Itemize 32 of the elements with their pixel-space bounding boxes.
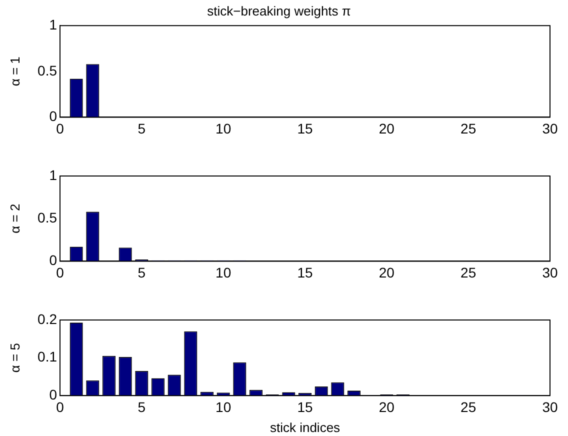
x-tick-label: 10 bbox=[216, 264, 232, 280]
x-tick-label: 20 bbox=[378, 264, 395, 280]
y-axis-title: α = 1 bbox=[7, 56, 22, 86]
x-tick-label: 30 bbox=[542, 264, 558, 280]
x-tick-label: 25 bbox=[460, 264, 476, 280]
x-tick-label: 20 bbox=[378, 120, 395, 136]
y-axis-title: α = 5 bbox=[7, 343, 22, 373]
chart-title: stick−breaking weights π bbox=[207, 3, 351, 18]
x-tick-label: 15 bbox=[297, 264, 313, 280]
x-tick-label: 5 bbox=[138, 120, 146, 136]
x-tick-label: 15 bbox=[297, 398, 313, 415]
x-tick-label: 5 bbox=[138, 264, 146, 280]
y-tick-label: 0.1 bbox=[38, 348, 58, 365]
y-tick-label: 0.2 bbox=[38, 310, 58, 327]
x-tick-label: 10 bbox=[216, 398, 232, 415]
y-tick-label: 1 bbox=[49, 16, 58, 32]
x-tick-label: 30 bbox=[542, 398, 558, 415]
x-tick-label: 5 bbox=[138, 398, 146, 415]
x-tick-label: 10 bbox=[216, 120, 232, 136]
y-tick-label: 0 bbox=[49, 386, 58, 402]
x-axis-title: stick indices bbox=[270, 420, 341, 435]
x-tick-label: 30 bbox=[542, 120, 558, 136]
x-tick-label: 15 bbox=[297, 120, 313, 136]
y-tick-label: 0.5 bbox=[38, 209, 58, 226]
x-tick-label: 20 bbox=[378, 398, 395, 415]
y-axis-title: α = 2 bbox=[7, 204, 22, 234]
x-tick-label: 25 bbox=[460, 120, 476, 136]
y-tick-label: 0 bbox=[49, 252, 58, 268]
y-tick-label: 1 bbox=[49, 166, 58, 183]
y-tick-label: 0.5 bbox=[38, 62, 58, 78]
y-tick-label: 0 bbox=[49, 108, 58, 124]
x-tick-label: 25 bbox=[460, 398, 476, 415]
